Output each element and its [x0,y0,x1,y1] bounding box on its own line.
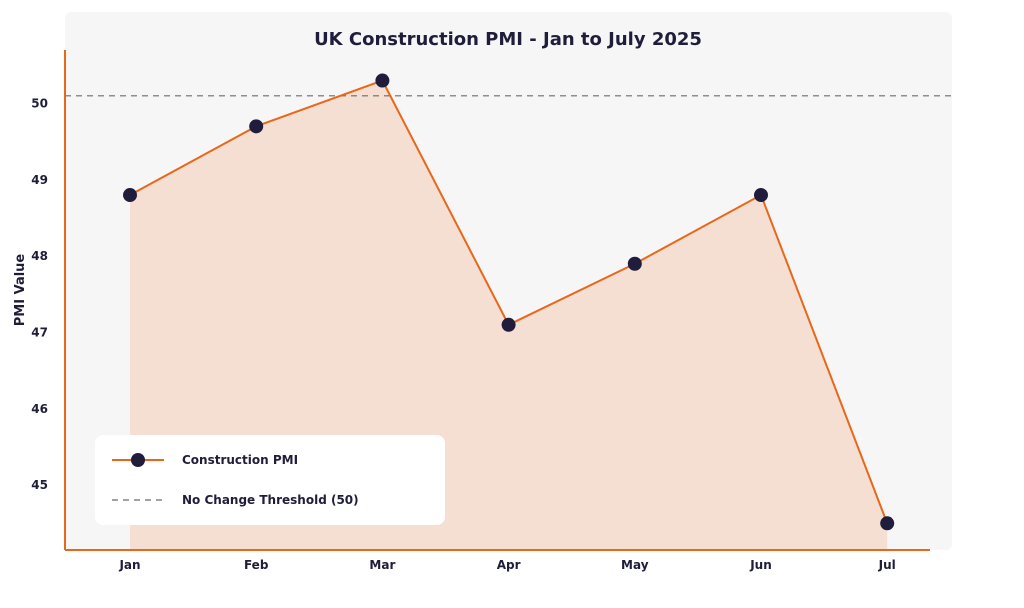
legend-label-series: Construction PMI [182,453,298,467]
x-tick-label: Jun [749,558,772,572]
x-tick-label: May [621,558,649,572]
y-tick-label: 47 [31,325,48,339]
data-point-feb [249,119,264,134]
data-point-jul [880,516,895,531]
x-ticks: Jan Feb Mar Apr May Jun Jul [118,558,895,572]
y-ticks: 45 46 47 48 49 50 [31,96,48,492]
y-axis-label: PMI Value [13,254,28,327]
data-point-mar [375,73,390,88]
y-tick-label: 45 [31,478,48,492]
data-point-jan [123,188,137,203]
x-tick-label: Jul [878,558,896,572]
x-tick-label: Mar [369,558,395,572]
legend-marker-swatch [131,453,145,467]
x-tick-label: Apr [497,558,521,572]
y-tick-label: 49 [31,173,48,187]
x-tick-label: Feb [244,558,269,572]
data-point-jun [754,188,768,203]
y-tick-label: 48 [31,249,48,263]
legend-label-threshold: No Change Threshold (50) [182,493,359,507]
x-tick-label: Jan [118,558,140,572]
chart-title: UK Construction PMI - Jan to July 2025 [314,29,702,50]
data-points [123,73,895,531]
data-point-apr [501,317,516,332]
legend-box [95,435,445,525]
data-point-may [627,256,642,271]
legend: Construction PMI No Change Threshold (50… [95,435,445,525]
y-tick-label: 46 [31,402,48,416]
y-tick-label: 50 [31,96,48,110]
area-fill [130,80,888,550]
